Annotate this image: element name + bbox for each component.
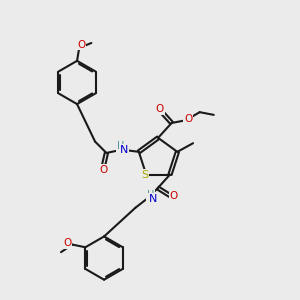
Text: O: O [170, 191, 178, 201]
Text: O: O [77, 40, 86, 50]
Text: H: H [117, 141, 124, 152]
Text: H: H [147, 190, 154, 200]
Text: O: O [184, 114, 193, 124]
Text: N: N [120, 145, 128, 155]
Text: O: O [99, 165, 107, 175]
Text: O: O [156, 104, 164, 114]
Text: S: S [141, 169, 148, 179]
Text: N: N [149, 194, 158, 204]
Text: O: O [63, 238, 72, 248]
